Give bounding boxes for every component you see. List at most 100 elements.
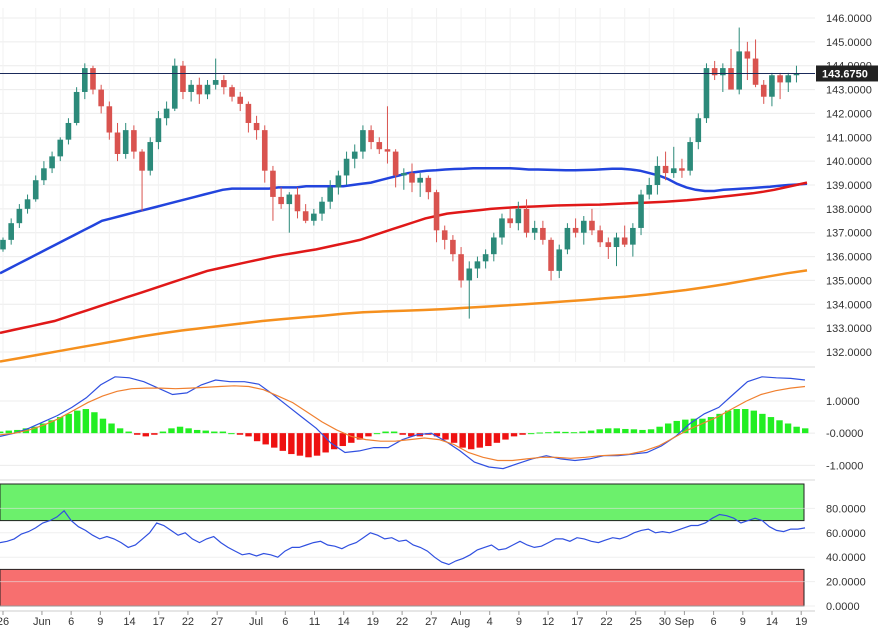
rsi-tick-label: 20.0000 <box>826 577 866 589</box>
macd-bar-positive <box>682 419 689 434</box>
moving-average-line-2 <box>0 181 808 335</box>
rsi-overbought-band <box>0 483 805 522</box>
candle-body <box>785 75 792 83</box>
candle-body <box>736 51 742 90</box>
candle-body <box>703 68 710 119</box>
price-tick-label: 143.0000 <box>826 85 872 97</box>
rsi-gridlines <box>0 507 815 607</box>
macd-bar-positive <box>622 428 629 434</box>
macd-bar-negative <box>485 433 492 447</box>
price-tick-label: 141.0000 <box>826 132 872 144</box>
candle-body <box>114 132 121 154</box>
x-tick-label: 6 <box>711 616 717 628</box>
candle-body <box>433 192 440 231</box>
x-tick-label: 17 <box>571 616 583 628</box>
candle-body <box>695 118 702 143</box>
current-price-label: 143.6750 <box>822 68 868 80</box>
x-tick-label: 4 <box>487 616 493 628</box>
candle-body <box>327 187 333 202</box>
price-tick-label: 145.0000 <box>826 37 872 49</box>
macd-bar-positive <box>562 431 569 434</box>
x-tick-label: 9 <box>516 616 522 628</box>
macd-bar-positive <box>630 429 638 434</box>
candle-body <box>589 220 595 231</box>
macd-bar-negative <box>151 433 158 435</box>
candle-body <box>131 130 137 152</box>
x-tick-label: Aug <box>451 616 471 628</box>
x-tick-label: 22 <box>182 616 194 628</box>
macd-bar-negative <box>476 433 483 448</box>
candle-body <box>245 103 252 123</box>
macd-histogram <box>0 409 809 458</box>
candle-body <box>16 208 23 224</box>
candle-body <box>564 227 571 250</box>
macd-bar-positive <box>56 417 64 434</box>
candle-body <box>450 239 456 255</box>
candle-body <box>24 199 31 209</box>
candle-body <box>417 177 423 183</box>
macd-bar-negative <box>399 433 406 435</box>
macd-bar-positive <box>228 433 235 435</box>
candle-body <box>319 201 325 214</box>
candle-body <box>41 168 47 181</box>
price-tick-label: 142.0000 <box>826 108 872 120</box>
candle-body <box>343 158 350 176</box>
macd-bar-negative <box>296 433 304 456</box>
macd-bar-positive <box>673 420 680 434</box>
candle-body <box>204 84 211 95</box>
macd-bar-negative <box>305 433 312 458</box>
macd-y-axis: 1.0000 -0.0000 -1.0000 <box>826 396 863 472</box>
candle-body <box>139 151 145 171</box>
macd-bar-positive <box>176 426 184 434</box>
x-tick-label: 14 <box>123 616 135 628</box>
macd-bar-positive <box>545 432 552 434</box>
candle-body <box>163 108 170 119</box>
candle-body <box>458 254 464 281</box>
macd-bar-negative <box>236 433 244 435</box>
macd-bar-positive <box>784 423 792 434</box>
rsi-tick-label: 80.0000 <box>826 503 866 515</box>
price-tick-label: 146.0000 <box>826 13 872 25</box>
macd-bar-positive <box>31 426 38 434</box>
macd-line-2 <box>0 385 806 462</box>
candle-body <box>180 65 186 92</box>
macd-bar-negative <box>450 433 458 443</box>
x-tick-label: 9 <box>97 616 103 628</box>
macd-bar-positive <box>733 409 740 434</box>
x-tick-label: 9 <box>740 616 746 628</box>
macd-bar-positive <box>793 426 800 434</box>
macd-bar-negative <box>288 433 295 455</box>
price-tick-label: 135.0000 <box>826 275 872 287</box>
candle-body <box>670 168 677 174</box>
candle-body <box>196 84 203 95</box>
macd-bar-negative <box>519 433 526 435</box>
candle-body <box>360 130 366 152</box>
macd-bar-negative <box>339 433 346 447</box>
macd-bar-positive <box>707 417 715 434</box>
x-tick-label: 11 <box>309 616 320 628</box>
macd-bar-positive <box>74 410 81 434</box>
candle-body <box>106 106 113 133</box>
candle-body <box>384 149 391 152</box>
x-tick-label: 12 <box>542 616 554 628</box>
x-tick-label: Jun <box>33 616 51 628</box>
rsi-tick-label: 0.0000 <box>826 601 860 613</box>
macd-bar-positive <box>193 429 201 434</box>
macd-lines <box>0 376 806 470</box>
macd-bar-positive <box>742 409 749 434</box>
candle-body <box>621 237 628 245</box>
macd-bar-negative <box>459 433 466 448</box>
candle-body <box>392 151 399 176</box>
candle-body <box>147 142 154 171</box>
candle-body <box>679 168 685 171</box>
macd-bar-positive <box>99 418 107 434</box>
macd-bar-positive <box>185 428 192 434</box>
macd-bar-positive <box>108 423 115 434</box>
candle-body <box>57 139 64 157</box>
candle-body <box>32 180 39 200</box>
candle-body <box>654 165 661 185</box>
macd-bar-positive <box>664 423 672 434</box>
candle-body <box>8 223 14 240</box>
candle-body <box>98 89 104 107</box>
candle-body <box>491 237 497 255</box>
